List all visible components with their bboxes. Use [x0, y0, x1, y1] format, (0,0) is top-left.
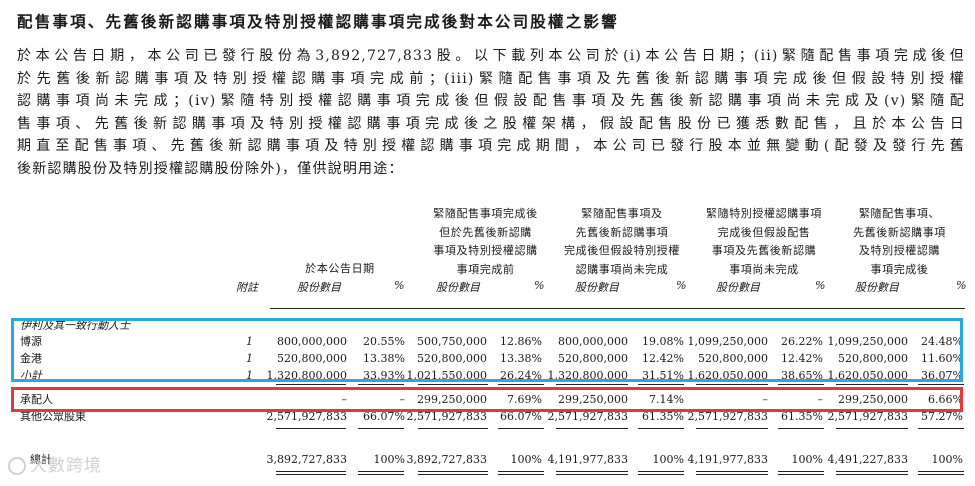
group-row: 伊利及其一致行動人士 [0, 317, 975, 334]
subtotal-rule [836, 384, 908, 385]
paragraph-line: 認購事項尚未完成；(iv)緊隨特別授權認購事項完成後但假設配售事項及先舊後新認購… [17, 93, 965, 110]
note-header: 附註 [236, 281, 258, 294]
total-rule [358, 428, 404, 429]
total-rule [498, 428, 544, 429]
table-row: 其他公眾股東 2,571,927,833 66.07% 2,571,927,83… [20, 410, 963, 423]
shares-header: 股份數目 [716, 281, 760, 294]
table-row: 金港 1 520,800,000 13.38% 520,800,000 13.3… [20, 352, 963, 365]
col-header-4: 緊隨特別授權認購事項 完成後但假設配售 事項及先舊後新認購 事項尚未完成 [706, 207, 822, 276]
pct-header: % [815, 279, 826, 292]
subtotal-rule [778, 384, 824, 385]
total-rule [918, 428, 964, 429]
double-rule [638, 471, 684, 472]
subtotal-rule [418, 384, 488, 385]
double-rule [418, 471, 488, 472]
subtotal-rule [358, 384, 404, 385]
shares-header: 股份數目 [575, 281, 619, 294]
subtotal-rule [276, 384, 346, 385]
total-rule [836, 428, 908, 429]
paragraph-line: 期直至配售事項、先舊後新認購事項及特別授權認購事項完成期間，本公司已發行股本並無… [17, 138, 965, 155]
double-rule [918, 474, 964, 475]
double-rule [778, 471, 824, 472]
header-rule [270, 308, 965, 309]
total-rule [276, 428, 346, 429]
double-rule [358, 471, 404, 472]
col-header-5: 緊隨配售事項、 先舊後新認購事項 及特別授權認購 事項完成後 [853, 207, 946, 276]
double-rule [836, 474, 908, 475]
double-rule [696, 474, 768, 475]
double-rule [498, 474, 544, 475]
total-rule [418, 428, 488, 429]
col-header-1: 於本公告日期 [305, 262, 375, 275]
shares-header: 股份數目 [855, 281, 899, 294]
subtotal-rule [638, 384, 684, 385]
double-rule [638, 474, 684, 475]
subtotal-rule [696, 384, 768, 385]
subtotal-rule [556, 384, 628, 385]
double-rule [418, 474, 488, 475]
double-rule [358, 474, 404, 475]
table-row: 小計 1 1,320,800,000 33.93% 1,021,550,000 … [20, 369, 963, 382]
paragraph-line: 於本公告日期，本公司已發行股份為3,892,727,833股。以下載列本公司於(… [17, 48, 965, 64]
pct-header: % [956, 279, 967, 292]
double-rule [836, 471, 908, 472]
total-rule [696, 428, 768, 429]
subtotal-rule [918, 384, 964, 385]
total-rule [778, 428, 824, 429]
pct-header: % [676, 279, 687, 292]
table-row: 承配人 – – 299,250,000 7.69% 299,250,000 7.… [20, 393, 963, 406]
watermark: 大數跨境 [8, 451, 102, 476]
double-rule [778, 474, 824, 475]
col-header-2: 緊隨配售事項完成後 但於先舊後新認購 事項及特別授權認購 事項完成前 [433, 207, 538, 276]
subtotal-rule [498, 384, 544, 385]
paragraph-line: 後新認購股份及特別授權認購股份除外)，僅供說明用途： [17, 160, 404, 177]
watermark-logo-icon [8, 457, 26, 475]
table-row: 總計 3,892,727,833 100% 3,892,727,833 100%… [30, 453, 963, 466]
paragraph-line: 售事項、先舊後新認購事項及特別授權認購事項完成後之股權架構，假設配售股份已獲悉數… [17, 115, 965, 132]
shares-header: 股份數目 [297, 281, 341, 294]
double-rule [918, 471, 964, 472]
shares-header: 股份數目 [436, 281, 480, 294]
highlight-box-group [11, 318, 963, 382]
double-rule [498, 471, 544, 472]
total-rule [556, 428, 628, 429]
section-title: 配售事項、先舊後新認購事項及特別授權認購事項完成後對本公司股權之影響 [17, 13, 619, 31]
double-rule [276, 471, 346, 472]
intro-paragraph: 於本公告日期，本公司已發行股份為3,892,727,833股。以下載列本公司於(… [17, 45, 965, 181]
group-label: 伊利及其一致行動人士 [20, 319, 130, 332]
pct-header: % [394, 279, 405, 292]
table-row: 博源 1 800,000,000 20.55% 500,750,000 12.8… [20, 335, 963, 348]
col-header-3: 緊隨配售事項及 先舊後新認購事項 完成後但假設特別授權 認購事項尚未完成 [564, 207, 680, 276]
highlight-box-placees [11, 387, 963, 412]
double-rule [556, 474, 628, 475]
double-rule [696, 471, 768, 472]
paragraph-line: 於先舊後新認購事項及特別授權認購事項完成前；(iii)緊隨配售事項及先舊後新認購… [17, 70, 965, 87]
double-rule [276, 474, 346, 475]
double-rule [556, 471, 628, 472]
total-rule [638, 428, 684, 429]
pct-header: % [534, 279, 545, 292]
